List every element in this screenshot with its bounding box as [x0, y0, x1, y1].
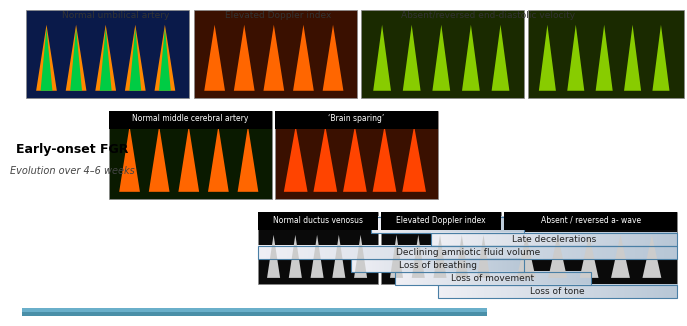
Polygon shape — [432, 25, 450, 91]
Text: Elevated Doppler index: Elevated Doppler index — [225, 11, 332, 21]
Text: ‘Brain sparing’: ‘Brain sparing’ — [328, 114, 385, 124]
Bar — [528, 10, 684, 98]
Polygon shape — [624, 25, 641, 91]
Polygon shape — [372, 126, 396, 192]
Text: Absent/reversed end-diastolic velocity: Absent/reversed end-diastolic velocity — [401, 11, 575, 21]
Polygon shape — [403, 126, 426, 192]
Polygon shape — [125, 25, 146, 91]
Polygon shape — [548, 235, 567, 278]
Polygon shape — [313, 126, 337, 192]
Text: Late decelerations: Late decelerations — [512, 235, 596, 244]
Polygon shape — [129, 28, 142, 91]
Polygon shape — [653, 25, 669, 91]
Polygon shape — [462, 25, 480, 91]
Polygon shape — [149, 126, 170, 192]
Polygon shape — [41, 28, 52, 91]
Polygon shape — [455, 235, 469, 278]
Polygon shape — [433, 235, 447, 278]
Polygon shape — [354, 235, 367, 278]
Polygon shape — [70, 28, 82, 91]
Bar — [109, 111, 271, 129]
Bar — [275, 111, 438, 129]
Polygon shape — [580, 235, 598, 278]
Polygon shape — [234, 25, 255, 91]
Bar — [361, 10, 524, 98]
Text: Absent / reversed a- wave: Absent / reversed a- wave — [541, 215, 641, 225]
Polygon shape — [539, 25, 556, 91]
Text: Loss of movement: Loss of movement — [451, 274, 534, 283]
Bar — [109, 111, 271, 199]
Polygon shape — [293, 25, 314, 91]
Text: Early-onset FGR: Early-onset FGR — [16, 143, 128, 156]
Polygon shape — [120, 126, 140, 192]
Text: Elevated Doppler index: Elevated Doppler index — [396, 215, 486, 225]
Polygon shape — [100, 28, 111, 91]
Polygon shape — [95, 25, 116, 91]
Polygon shape — [373, 25, 391, 91]
Polygon shape — [267, 235, 280, 278]
Polygon shape — [159, 28, 171, 91]
Text: Normal umbilical artery: Normal umbilical artery — [62, 11, 169, 21]
Text: Normal middle cerebral artery: Normal middle cerebral artery — [132, 114, 249, 124]
Text: Loss of tone: Loss of tone — [530, 287, 585, 296]
Bar — [23, 312, 486, 316]
Text: Loss of breathing: Loss of breathing — [398, 261, 477, 270]
Bar — [381, 212, 501, 230]
Polygon shape — [492, 25, 509, 91]
Text: Declining amniotic fluid volume: Declining amniotic fluid volume — [396, 248, 540, 257]
Polygon shape — [155, 25, 175, 91]
Text: FHR variation loss: FHR variation loss — [407, 220, 488, 230]
Bar — [372, 217, 524, 233]
Polygon shape — [284, 126, 308, 192]
Bar — [504, 212, 677, 284]
Polygon shape — [323, 25, 344, 91]
Polygon shape — [477, 235, 490, 278]
Polygon shape — [36, 25, 57, 91]
Bar — [26, 10, 189, 98]
Bar — [258, 212, 378, 230]
Polygon shape — [403, 25, 420, 91]
Bar — [258, 212, 378, 284]
Polygon shape — [517, 235, 536, 278]
Polygon shape — [208, 126, 229, 192]
Polygon shape — [66, 25, 87, 91]
Bar — [438, 285, 677, 298]
Bar — [394, 272, 591, 285]
Bar — [258, 246, 677, 259]
Polygon shape — [611, 235, 630, 278]
Polygon shape — [333, 235, 346, 278]
Polygon shape — [412, 235, 425, 278]
Bar — [23, 308, 486, 312]
Polygon shape — [238, 126, 258, 192]
Polygon shape — [390, 235, 403, 278]
Polygon shape — [642, 235, 662, 278]
Polygon shape — [596, 25, 613, 91]
Bar — [381, 212, 501, 284]
Polygon shape — [179, 126, 199, 192]
Polygon shape — [311, 235, 324, 278]
Polygon shape — [264, 25, 284, 91]
Text: Normal ductus venosus: Normal ductus venosus — [273, 215, 363, 225]
Bar — [431, 233, 677, 246]
Bar — [275, 111, 438, 199]
Bar — [351, 259, 524, 272]
Bar — [194, 10, 357, 98]
Text: Evolution over 4–6 weeks: Evolution over 4–6 weeks — [10, 166, 135, 176]
Polygon shape — [343, 126, 367, 192]
Polygon shape — [567, 25, 585, 91]
Polygon shape — [289, 235, 302, 278]
Bar — [504, 212, 677, 230]
Polygon shape — [204, 25, 225, 91]
